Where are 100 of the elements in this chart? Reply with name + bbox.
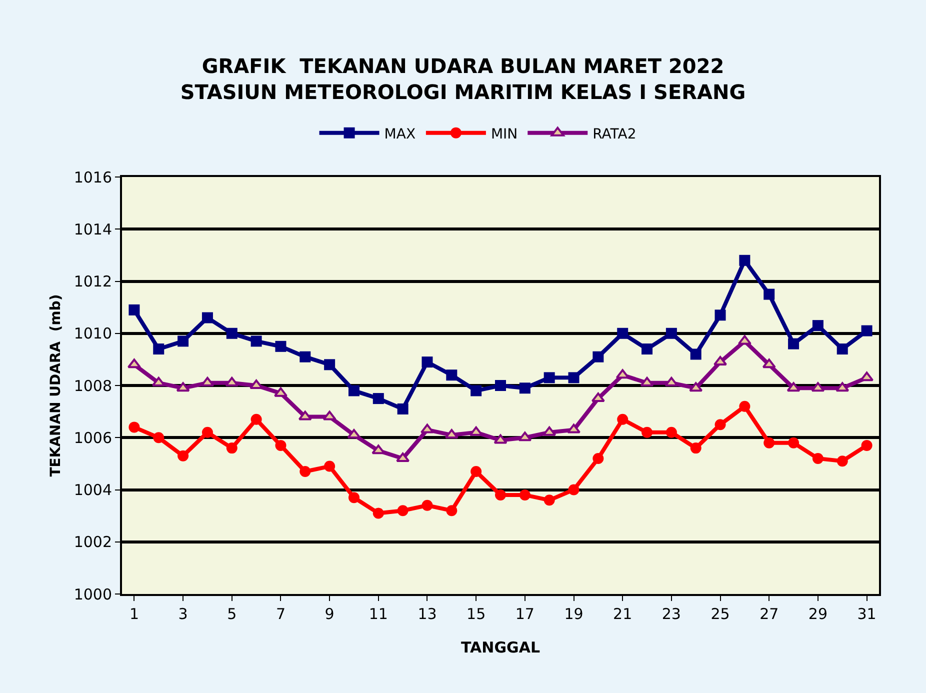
point — [347, 429, 361, 439]
point — [666, 426, 677, 438]
point — [470, 466, 482, 478]
x-tick-label: 9 — [324, 605, 334, 623]
point — [348, 385, 360, 396]
y-tick-label: 1010 — [74, 324, 112, 343]
y-tick-label: 1012 — [74, 272, 112, 290]
y-axis-title: TEKANAN UDARA (mb) — [48, 294, 64, 477]
point — [128, 422, 140, 433]
point — [739, 254, 750, 266]
x-tick-label: 5 — [227, 605, 237, 623]
point — [446, 370, 458, 381]
point — [469, 426, 483, 436]
point — [788, 338, 800, 350]
x-tick-label: 29 — [808, 605, 828, 623]
y-tick-label: 1000 — [74, 585, 112, 604]
point — [494, 434, 508, 444]
point — [786, 382, 800, 392]
point — [422, 356, 433, 368]
point — [714, 310, 726, 321]
point — [664, 376, 678, 386]
y-tick-label: 1008 — [74, 376, 112, 395]
point — [202, 312, 213, 324]
legend-label: MIN — [490, 126, 518, 142]
legend-label: MAX — [384, 126, 416, 142]
point — [298, 410, 312, 420]
y-tick-label: 1004 — [74, 481, 112, 499]
point — [591, 392, 605, 402]
x-tick-label: 1 — [129, 605, 139, 623]
x-tick-label: 17 — [515, 605, 534, 623]
point — [592, 452, 604, 464]
point — [397, 403, 408, 414]
point — [372, 444, 386, 454]
point — [324, 359, 336, 370]
point — [127, 358, 141, 368]
point — [178, 336, 189, 347]
x-tick-label: 13 — [418, 605, 437, 623]
point — [860, 372, 874, 382]
point — [812, 320, 824, 332]
point — [544, 372, 555, 384]
x-tick-label: 3 — [178, 605, 188, 623]
chart-title: GRAFIK TEKANAN UDARA BULAN MARET 2022 STASIUN METEOROLOGI MARITIM KELAS I SERANG — [180, 54, 746, 104]
legend-label: RATA2 — [592, 126, 636, 142]
x-tick-label: 25 — [710, 605, 730, 623]
point — [128, 304, 140, 316]
x-tick-label: 21 — [613, 605, 632, 623]
point — [322, 410, 336, 420]
point — [738, 335, 752, 345]
point — [153, 344, 164, 355]
point — [836, 344, 848, 355]
x-tick-label: 7 — [276, 605, 286, 623]
point — [422, 500, 433, 511]
point — [225, 376, 239, 386]
point — [324, 460, 336, 472]
point — [200, 376, 214, 386]
point — [544, 494, 555, 506]
x-tick-label: 31 — [857, 605, 876, 623]
point — [372, 508, 384, 519]
point — [642, 344, 653, 355]
point — [518, 432, 532, 442]
point — [616, 369, 630, 379]
point — [689, 382, 703, 392]
point — [568, 372, 580, 384]
point — [519, 489, 530, 500]
point — [739, 400, 750, 412]
y-tick-label: 1014 — [74, 220, 112, 238]
point — [446, 505, 458, 516]
point — [690, 442, 702, 454]
point — [861, 440, 872, 451]
point — [348, 492, 360, 504]
point — [836, 456, 848, 467]
point — [811, 382, 825, 392]
point — [762, 358, 776, 368]
y-tick-label: 1006 — [74, 428, 112, 447]
y-tick-label: 1016 — [74, 168, 112, 186]
x-tick-label: 27 — [760, 605, 779, 623]
point — [275, 440, 286, 451]
point — [836, 382, 850, 392]
point — [470, 385, 482, 396]
point — [275, 340, 286, 352]
x-tick-label: 15 — [466, 605, 486, 623]
point — [812, 452, 824, 464]
point — [226, 328, 238, 339]
point — [226, 442, 238, 454]
point — [495, 380, 506, 391]
point — [397, 505, 408, 516]
point — [714, 356, 728, 366]
point — [250, 414, 262, 425]
x-axis-title: TANGGAL — [460, 638, 540, 656]
point — [542, 426, 556, 436]
point — [764, 288, 775, 300]
point — [250, 336, 262, 347]
point — [642, 426, 653, 438]
point — [176, 382, 190, 392]
y-tick-label: 1002 — [74, 533, 112, 552]
x-tick-label: 23 — [662, 605, 681, 623]
point — [519, 382, 530, 394]
point — [714, 419, 726, 430]
point — [153, 432, 164, 444]
point — [396, 452, 410, 462]
